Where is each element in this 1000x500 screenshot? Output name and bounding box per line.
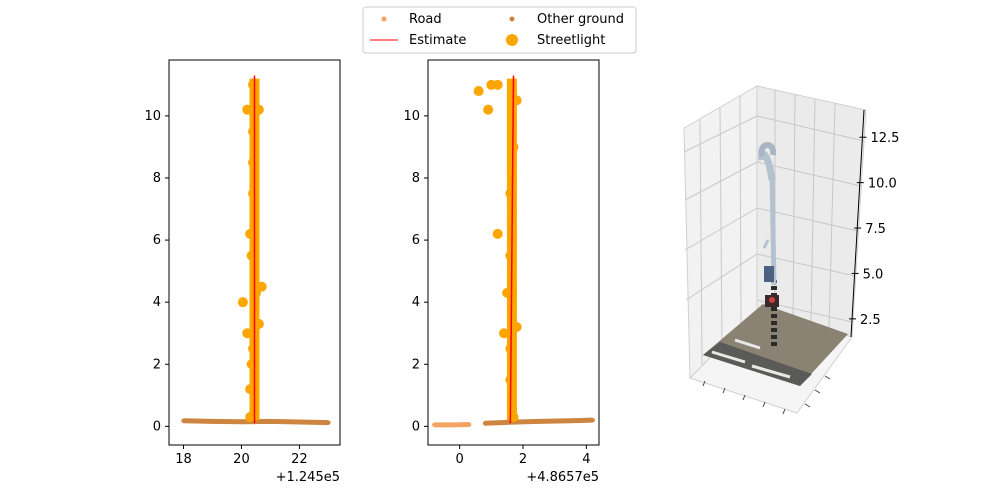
3d-z-axis: 2.5 5.0 7.5 10.0 12.5 <box>849 109 899 338</box>
z-tick-label: 2.5 <box>860 313 881 328</box>
data-point-road <box>451 422 456 428</box>
data-point-other-ground <box>536 419 542 424</box>
legend: Road Other ground Estimate Streetlight <box>362 6 637 54</box>
offset-label: +1.245e5 <box>276 470 340 485</box>
data-point-streetlight <box>245 228 256 239</box>
y-tick-label: 6 <box>153 233 161 248</box>
side-view-y-panel: 0 2 4 0 2 4 6 8 10 +4.8657e5 <box>403 59 600 485</box>
data-point-road <box>466 422 472 427</box>
plot-frame <box>427 59 600 446</box>
data-point-streetlight <box>248 126 259 137</box>
data-point-streetlight <box>505 250 516 261</box>
x-tick-label: 18 <box>175 452 192 467</box>
data-point-streetlight <box>256 281 267 292</box>
data-point-other-ground <box>239 419 244 424</box>
3d-view-panel: 2.5 5.0 7.5 10.0 12.5 <box>683 85 899 415</box>
data-point-streetlight <box>242 328 253 339</box>
data-point-other-ground <box>590 417 595 423</box>
data-point-streetlight <box>499 328 509 339</box>
data-point-other-ground <box>297 419 302 425</box>
data-point-streetlight <box>248 343 259 354</box>
data-point-other-ground <box>268 419 273 424</box>
plot-frame <box>168 59 341 446</box>
3d-road-markings <box>711 338 791 379</box>
data-point-streetlight <box>248 157 259 168</box>
x-tick-label: 0 <box>456 452 464 467</box>
legend-label-road: Road <box>409 12 442 27</box>
data-point-other-ground <box>504 420 510 425</box>
data-point-other-ground <box>568 418 573 423</box>
data-point-streetlight <box>505 188 516 199</box>
data-point-streetlight <box>242 104 253 115</box>
legend-marker-streetlight <box>506 34 518 46</box>
legend-marker-other-ground <box>509 16 515 22</box>
y-tick-label: 10 <box>144 109 161 124</box>
z-tick-label: 10.0 <box>868 177 897 192</box>
y-tick-label: 6 <box>412 233 420 248</box>
legend-marker-road <box>381 16 387 22</box>
x-tick-label: 2 <box>519 452 527 467</box>
data-point-streetlight <box>245 384 256 395</box>
3d-grid <box>683 90 865 366</box>
y-tick-label: 0 <box>153 419 161 434</box>
y-tick-label: 4 <box>412 295 420 310</box>
data-point-other-ground <box>482 421 488 426</box>
legend-label-estimate: Estimate <box>409 33 466 48</box>
3d-x-ticks <box>702 375 831 415</box>
x-tick-label: 22 <box>291 452 308 467</box>
z-tick-label: 12.5 <box>870 131 899 146</box>
z-axis-line <box>850 109 865 338</box>
data-point-streetlight <box>511 95 522 106</box>
y-tick-label: 2 <box>412 357 420 372</box>
data-point-streetlight <box>502 287 513 298</box>
data-point-streetlight <box>248 188 259 199</box>
estimate-line <box>509 75 515 424</box>
y-tick-label: 2 <box>153 357 161 372</box>
data-point-streetlight <box>245 412 256 423</box>
legend-label-streetlight: Streetlight <box>537 33 605 48</box>
data-point-other-ground <box>181 418 186 423</box>
y-tick-label: 8 <box>153 171 161 186</box>
x-tick-label: 4 <box>582 452 590 467</box>
3d-streetlight <box>758 142 779 346</box>
data-point-streetlight <box>253 104 264 115</box>
legend-label-other-ground: Other ground <box>537 12 624 27</box>
y-tick-label: 4 <box>153 295 161 310</box>
data-point-streetlight <box>473 86 484 97</box>
y-tick-label: 10 <box>403 109 420 124</box>
data-point-streetlight <box>253 318 264 329</box>
z-tick-label: 5.0 <box>863 267 884 282</box>
y-tick-label: 0 <box>412 419 420 434</box>
series-other-ground-band <box>183 418 329 426</box>
side-view-x-panel: 18 20 22 0 2 4 6 8 10 +1.245e5 <box>144 59 341 485</box>
data-point-streetlight <box>237 297 248 308</box>
data-point-streetlight <box>492 228 503 239</box>
offset-label: +4.8657e5 <box>526 470 599 485</box>
y-tick-label: 8 <box>412 171 420 186</box>
data-point-streetlight <box>511 322 522 333</box>
x-tick-label: 20 <box>233 452 250 467</box>
data-point-other-ground <box>210 419 215 424</box>
data-point-other-ground <box>326 420 331 425</box>
data-point-road <box>432 422 437 428</box>
data-point-streetlight <box>483 104 494 115</box>
z-tick-label: 7.5 <box>865 222 886 237</box>
data-point-streetlight <box>248 79 259 90</box>
data-point-streetlight <box>486 79 497 90</box>
